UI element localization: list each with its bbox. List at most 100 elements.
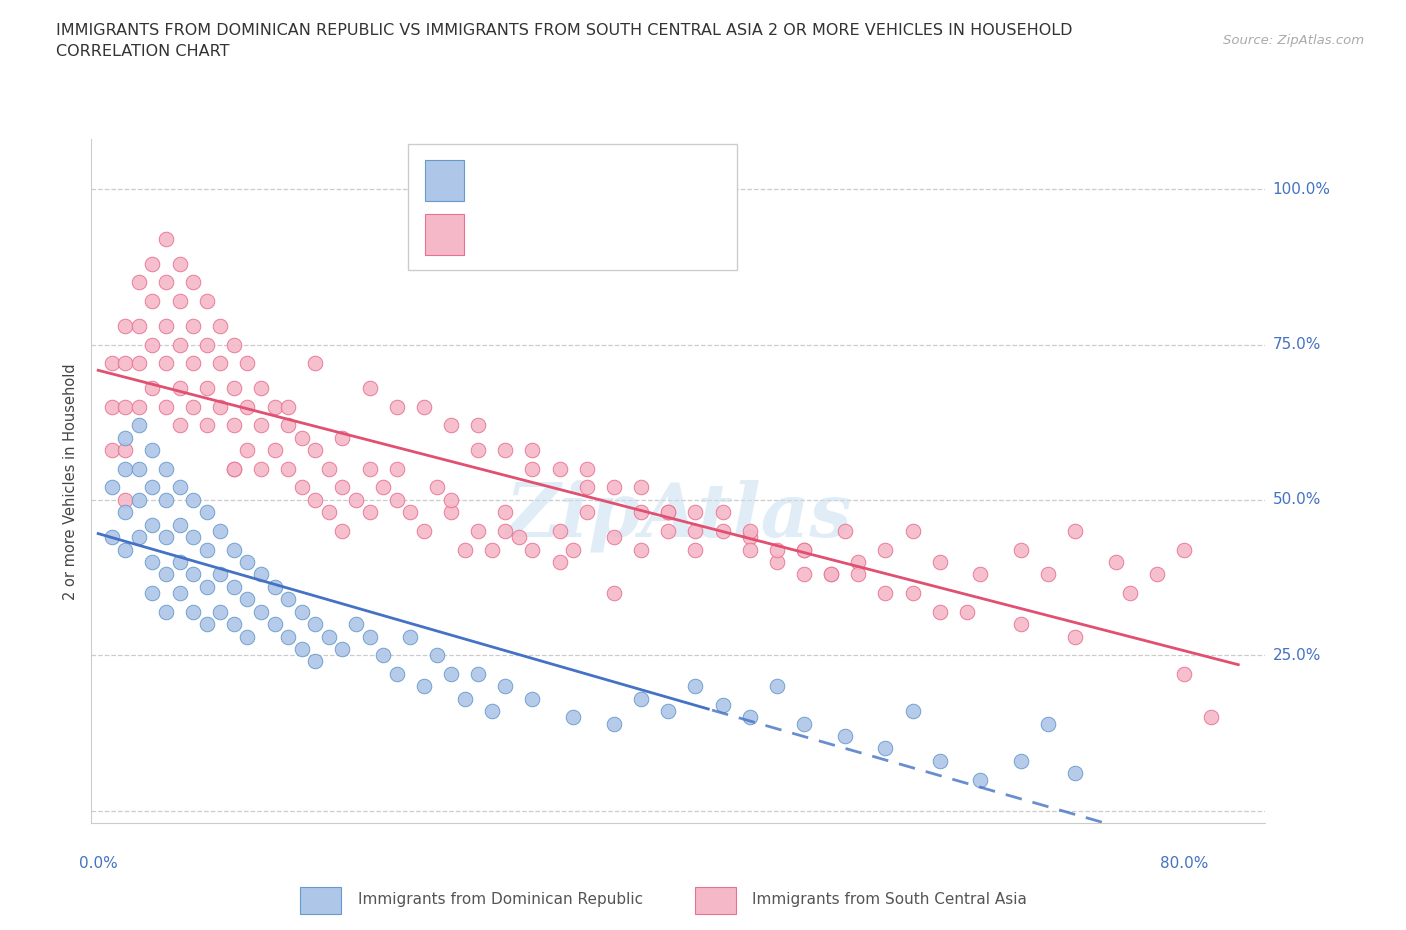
Point xyxy=(1173,667,1195,682)
Point xyxy=(181,399,204,414)
Point xyxy=(209,318,232,333)
FancyBboxPatch shape xyxy=(408,144,737,270)
Point xyxy=(100,356,122,371)
Point xyxy=(141,338,163,352)
Point xyxy=(181,493,204,508)
Point xyxy=(562,710,585,724)
Point xyxy=(875,542,897,557)
Point xyxy=(1064,766,1087,781)
Y-axis label: 2 or more Vehicles in Household: 2 or more Vehicles in Household xyxy=(63,363,79,600)
Point xyxy=(128,530,150,545)
Point xyxy=(209,524,232,538)
Point xyxy=(1173,542,1195,557)
Point xyxy=(657,524,679,538)
Text: 25.0%: 25.0% xyxy=(1272,648,1320,663)
Point xyxy=(494,443,516,458)
Point xyxy=(141,380,163,395)
Point xyxy=(413,524,436,538)
Point xyxy=(250,461,273,476)
Text: 75.0%: 75.0% xyxy=(1272,337,1320,352)
Point xyxy=(291,604,314,619)
Point xyxy=(385,399,408,414)
Point xyxy=(467,667,489,682)
Point xyxy=(1105,554,1128,569)
Point xyxy=(793,567,815,582)
Point xyxy=(222,579,245,594)
Text: Immigrants from Dominican Republic: Immigrants from Dominican Republic xyxy=(359,892,643,908)
Text: Immigrants from South Central Asia: Immigrants from South Central Asia xyxy=(752,892,1028,908)
Point xyxy=(1010,753,1032,768)
Point xyxy=(209,567,232,582)
Point xyxy=(344,493,367,508)
Point xyxy=(820,567,842,582)
Point xyxy=(100,399,122,414)
Point xyxy=(209,604,232,619)
Point xyxy=(928,753,950,768)
Bar xyxy=(695,887,735,914)
Point xyxy=(385,667,408,682)
Point xyxy=(222,338,245,352)
Point xyxy=(685,505,707,520)
Point xyxy=(100,443,122,458)
Point xyxy=(630,480,652,495)
Point xyxy=(250,604,273,619)
Point xyxy=(685,542,707,557)
Point xyxy=(1010,617,1032,631)
Point xyxy=(114,443,136,458)
Point xyxy=(332,480,354,495)
Point xyxy=(1010,542,1032,557)
Point xyxy=(236,356,259,371)
Point xyxy=(834,728,856,743)
Point xyxy=(195,338,218,352)
Text: R =: R = xyxy=(478,226,516,244)
Point xyxy=(169,480,191,495)
Point xyxy=(373,480,395,495)
Point xyxy=(128,356,150,371)
Point xyxy=(222,542,245,557)
Point xyxy=(385,461,408,476)
Point xyxy=(765,542,787,557)
Point xyxy=(114,356,136,371)
Point xyxy=(181,567,204,582)
Point xyxy=(657,505,679,520)
Point xyxy=(453,542,475,557)
Point xyxy=(169,418,191,432)
Point xyxy=(359,505,381,520)
Point xyxy=(195,542,218,557)
Point xyxy=(344,617,367,631)
Point xyxy=(263,443,285,458)
Point xyxy=(738,530,761,545)
Point xyxy=(969,567,991,582)
Point xyxy=(562,542,585,557)
Point xyxy=(128,461,150,476)
Point xyxy=(901,524,924,538)
Point xyxy=(169,554,191,569)
Point xyxy=(630,505,652,520)
Point xyxy=(114,542,136,557)
Text: 143: 143 xyxy=(648,226,686,244)
Point xyxy=(236,443,259,458)
Text: 0.0%: 0.0% xyxy=(79,856,118,870)
Text: ZipAtlas: ZipAtlas xyxy=(505,479,852,551)
Point xyxy=(155,530,177,545)
Point xyxy=(222,461,245,476)
Point xyxy=(481,542,503,557)
Point xyxy=(738,710,761,724)
Point xyxy=(359,461,381,476)
Point xyxy=(155,461,177,476)
Point xyxy=(169,517,191,532)
Point xyxy=(548,554,571,569)
Point xyxy=(901,704,924,719)
Point xyxy=(291,431,314,445)
Point xyxy=(575,480,598,495)
Point xyxy=(575,461,598,476)
Point xyxy=(250,380,273,395)
Point xyxy=(440,667,463,682)
Point xyxy=(128,418,150,432)
Point xyxy=(318,505,340,520)
Point xyxy=(467,418,489,432)
Point xyxy=(956,604,979,619)
Point xyxy=(522,542,544,557)
Point xyxy=(291,642,314,657)
Point xyxy=(603,716,626,731)
